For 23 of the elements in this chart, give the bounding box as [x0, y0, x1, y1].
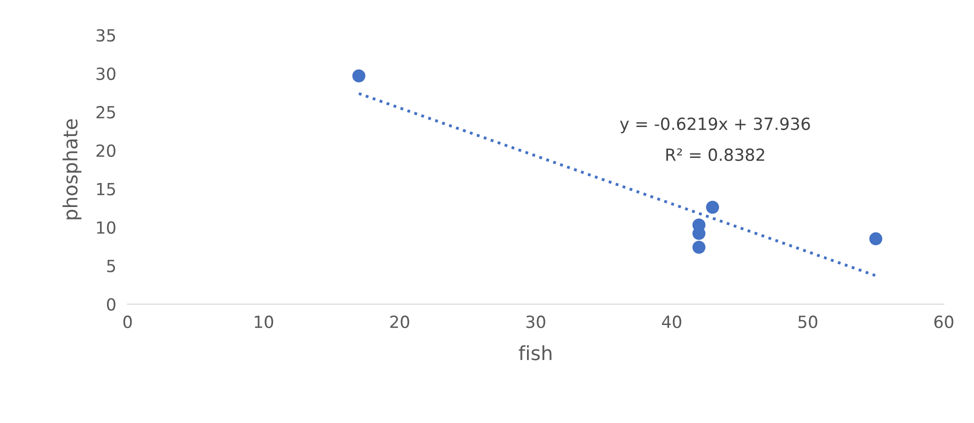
- x-tick-label: 30: [526, 316, 546, 328]
- annotation: y = -0.6219x + 37.936: [620, 117, 810, 134]
- x-tick-label: 0: [123, 316, 132, 328]
- y-axis-title: phosphate: [62, 119, 82, 220]
- y-tick-label: 20: [96, 144, 116, 157]
- y-tick-label: 35: [96, 29, 116, 42]
- x-tick-label: 10: [254, 316, 274, 328]
- y-tick-label: 30: [96, 68, 116, 80]
- point: [706, 200, 720, 214]
- annotation: R² = 0.8382: [666, 148, 764, 162]
- point: [869, 232, 882, 246]
- y-tick-label: 0: [106, 298, 116, 311]
- point: [692, 240, 706, 254]
- x-tick-label: 20: [390, 316, 410, 328]
- y-tick-label: 5: [107, 260, 116, 272]
- x-tick-label: 40: [662, 316, 682, 328]
- y-tick-label: 10: [97, 221, 116, 234]
- y-tick-label: 15: [97, 183, 116, 196]
- y-tick-label: 25: [96, 106, 116, 119]
- x-tick-label: 50: [798, 316, 818, 328]
- x-tick-label: 60: [934, 316, 954, 328]
- x-axis-title: fish: [518, 345, 552, 360]
- point: [352, 69, 366, 82]
